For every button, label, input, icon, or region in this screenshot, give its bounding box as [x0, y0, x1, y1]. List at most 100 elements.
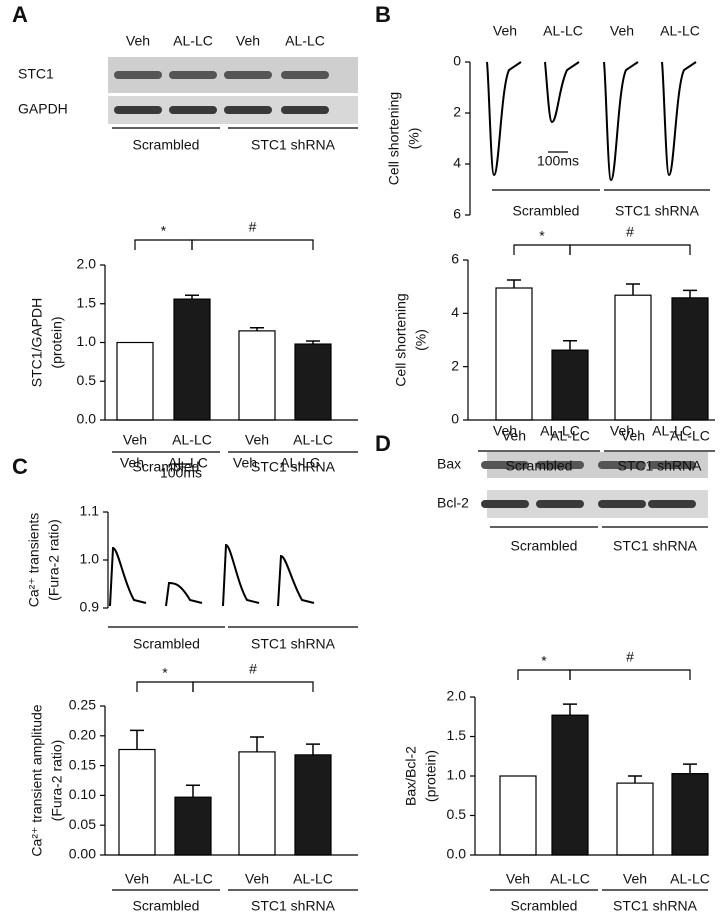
x-tick-label: AL-LC — [293, 432, 333, 448]
y-tick-label: 4 — [453, 155, 461, 171]
error-bar — [683, 763, 697, 774]
lane-label: AL-LC — [540, 423, 580, 439]
lane-label: Veh — [236, 33, 260, 49]
bar — [614, 294, 652, 421]
lane-label: AL-LC — [168, 455, 208, 471]
significance-bracket — [517, 669, 571, 680]
y-axis-label: Ca²⁺ transient amplitude — [29, 704, 45, 856]
lane-label: AL-LC — [543, 23, 583, 39]
blot-band — [481, 461, 529, 469]
bar — [174, 796, 212, 856]
x-tick-label: Veh — [125, 871, 149, 887]
y-tick-label: 0.0 — [77, 411, 97, 427]
panel-letter: D — [375, 431, 391, 456]
y-tick-label: 1.0 — [77, 333, 97, 349]
significance-label: # — [626, 649, 634, 665]
trace — [109, 546, 147, 607]
panel-letter: C — [12, 454, 28, 479]
blot-band — [224, 106, 272, 114]
blot-band — [481, 500, 529, 508]
blot-label: STC1 — [18, 66, 54, 82]
blot-band — [281, 71, 329, 79]
y-tick-label: 2 — [451, 357, 459, 373]
error-bar — [306, 743, 320, 755]
y-axis-label: Cell shortening — [386, 92, 402, 185]
blot-band — [598, 461, 646, 469]
blot-band — [114, 71, 162, 79]
x-tick-label: AL-LC — [550, 871, 590, 887]
lane-label: Veh — [610, 423, 634, 439]
group-label: STC1 shRNA — [251, 137, 336, 153]
lane-label: Veh — [493, 23, 517, 39]
significance-label: # — [249, 661, 257, 677]
group-label: STC1 shRNA — [617, 458, 702, 474]
y-axis-label: (%) — [413, 329, 429, 351]
y-tick-label: 1.1 — [80, 503, 100, 519]
trace — [603, 61, 639, 182]
bar — [495, 287, 533, 421]
error-bar — [507, 279, 521, 288]
error-bar — [626, 283, 640, 296]
x-tick-label: Veh — [506, 871, 530, 887]
x-tick-label: Veh — [621, 428, 645, 444]
y-tick-label: 0.10 — [69, 786, 96, 802]
y-tick-label: 0 — [453, 53, 461, 69]
y-tick-label: 0.5 — [77, 372, 97, 388]
significance-bracket — [136, 681, 194, 692]
scale-bar-label: 100ms — [537, 153, 579, 169]
y-axis-label: Ca²⁺ transients — [26, 513, 42, 608]
scale-bar-label: 100ms — [160, 465, 202, 481]
error-bar — [186, 784, 200, 798]
blot-label: GAPDH — [18, 101, 68, 117]
trace — [277, 554, 315, 607]
significance-label: * — [541, 653, 547, 669]
lane-label: Veh — [120, 455, 144, 471]
error-bar — [563, 703, 577, 716]
group-label: Scrambled — [506, 458, 573, 474]
error-bar — [250, 327, 264, 331]
error-bar — [130, 729, 144, 750]
y-axis-label: (protein) — [423, 750, 439, 802]
trace — [165, 581, 203, 607]
x-tick-label: AL-LC — [293, 871, 333, 887]
y-tick-label: 0.05 — [69, 816, 96, 832]
y-tick-label: 6 — [451, 251, 459, 267]
y-axis-label: (protein) — [49, 316, 65, 368]
blot-band — [169, 106, 217, 114]
y-tick-label: 2.0 — [77, 256, 97, 272]
group-label: Scrambled — [513, 203, 580, 219]
lane-label: AL-LC — [280, 455, 320, 471]
trace — [222, 543, 260, 607]
group-label: Scrambled — [511, 898, 578, 913]
lane-label: Veh — [233, 455, 257, 471]
bar — [551, 349, 589, 421]
blot-band — [281, 106, 329, 114]
blot-band — [224, 71, 272, 79]
blot-band — [598, 500, 646, 508]
trace — [544, 61, 580, 124]
significance-bracket — [134, 239, 193, 250]
significance-bracket — [513, 244, 571, 255]
y-tick-label: 2 — [453, 104, 461, 120]
y-axis-label: (Fura-2 ratio) — [49, 740, 65, 822]
y-tick-label: 0.00 — [69, 846, 96, 862]
error-bar — [563, 340, 577, 351]
significance-bracket — [191, 239, 314, 250]
y-tick-label: 4 — [451, 304, 459, 320]
y-axis-label: Bax/Bcl-2 — [403, 746, 419, 806]
error-bar — [683, 289, 697, 298]
group-label: STC1 shRNA — [251, 898, 336, 913]
lane-label: AL-LC — [285, 33, 325, 49]
group-label: Scrambled — [133, 459, 200, 475]
bar — [238, 751, 276, 856]
panel-letter: B — [375, 2, 391, 27]
y-tick-label: 1.0 — [447, 767, 467, 783]
x-tick-label: AL-LC — [670, 871, 710, 887]
significance-bracket — [569, 669, 691, 680]
bar — [173, 298, 211, 421]
y-axis-label: Cell shortening — [393, 293, 409, 386]
significance-label: # — [626, 224, 634, 240]
y-axis-label: (%) — [406, 128, 422, 150]
significance-bracket — [192, 681, 314, 692]
